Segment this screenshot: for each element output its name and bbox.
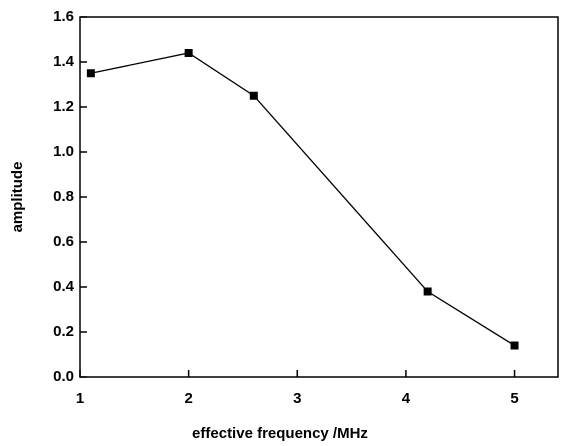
y-tick-label: 1.6 (53, 8, 74, 25)
marker (184, 49, 193, 57)
x-tick-label: 1 (76, 390, 84, 407)
y-tick-label: 1.2 (53, 98, 74, 115)
marker (86, 69, 95, 78)
y-tick-label: 0.6 (53, 233, 74, 250)
line (90, 52, 515, 347)
marker (510, 341, 519, 350)
marker (423, 287, 432, 296)
x-tick-label: 3 (293, 390, 301, 407)
y-tick-label: 1.0 (53, 143, 74, 160)
y-tick-label: 1.4 (53, 53, 75, 70)
y-tick-label: 0.0 (53, 368, 74, 385)
y-tick-label: 0.4 (53, 278, 75, 295)
plot-frame (79, 16, 559, 378)
y-tick-label: 0.8 (53, 188, 74, 205)
x-tick-label: 4 (402, 390, 411, 407)
x-tick-label: 5 (510, 390, 518, 407)
marker (249, 91, 258, 100)
x-axis-label: effective frequency /MHz (192, 425, 368, 442)
x-tick-label: 2 (184, 390, 192, 407)
y-axis-label: amplitude (9, 162, 26, 233)
y-tick-label: 0.2 (53, 323, 74, 340)
